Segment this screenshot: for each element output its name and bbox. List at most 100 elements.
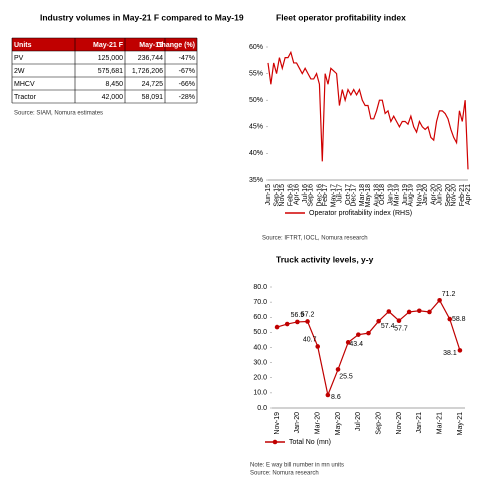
- y-tick-label: 50%: [249, 97, 263, 104]
- y-tick-label: 40.0: [253, 344, 267, 351]
- table-cell: May-19: [139, 42, 163, 49]
- x-tick-label: Mar-20: [315, 412, 322, 434]
- y-tick-label: 40%: [249, 150, 263, 157]
- data-label: 57.2: [301, 311, 315, 318]
- data-point: [406, 309, 412, 315]
- table-cell: 575,681: [98, 68, 123, 75]
- data-point: [325, 392, 331, 398]
- chart-source: Source: IFTRT, IOCL, Nomura research: [262, 236, 368, 242]
- x-tick-label: Nov-20: [451, 184, 458, 207]
- x-tick-label: May-17: [331, 184, 338, 207]
- data-label: 71.2: [442, 291, 456, 298]
- x-tick-label: Sep-20: [376, 412, 383, 435]
- y-tick-label: 70.0: [253, 299, 267, 306]
- table-cell: 58,091: [142, 94, 164, 101]
- x-tick-label: Nov-19: [274, 412, 281, 435]
- data-point: [376, 318, 381, 324]
- y-tick-label: 0.0: [257, 405, 267, 412]
- data-point: [437, 298, 442, 303]
- data-point: [386, 309, 392, 314]
- x-tick-label: Nov-15: [279, 184, 286, 207]
- data-point: [416, 308, 422, 314]
- data-label: 57.7: [394, 326, 408, 333]
- table-cell: Units: [14, 42, 32, 49]
- data-point: [366, 330, 371, 336]
- x-tick-label: Feb-16: [288, 184, 295, 206]
- legend-marker: [272, 439, 278, 445]
- x-tick-label: Jul-17: [336, 184, 343, 203]
- x-tick-label: Dec-17: [351, 184, 358, 207]
- x-tick-label: Jul-20: [355, 412, 362, 431]
- table-cell: -47%: [179, 55, 195, 62]
- x-tick-label: Aug-19: [408, 184, 415, 207]
- legend-label: Total No (mn): [289, 439, 331, 446]
- x-tick-label: Sep-15: [273, 184, 280, 207]
- x-tick-label: Apr-16: [293, 184, 300, 205]
- x-tick-label: Jan-19: [388, 184, 395, 206]
- table-cell: -67%: [179, 68, 195, 75]
- data-label: 40.7: [303, 336, 317, 343]
- x-tick-label: Mar-21: [436, 412, 443, 434]
- legend-label: Operator profitability index (RHS): [309, 210, 412, 217]
- table-cell: MHCV: [14, 81, 35, 88]
- data-label: 25.5: [339, 373, 353, 380]
- x-tick-label: Jan-21: [416, 412, 423, 434]
- y-tick-label: 55%: [249, 70, 263, 77]
- y-tick-label: 35%: [249, 177, 263, 184]
- chart-note: Note: E way bill number in mn units: [250, 463, 344, 469]
- x-tick-label: Apr-21: [465, 184, 472, 205]
- x-tick-label: Jun-19: [402, 184, 409, 206]
- x-tick-label: Jan-20: [294, 412, 301, 434]
- y-tick-label: 50.0: [253, 329, 267, 336]
- y-tick-label: 60.0: [253, 314, 267, 321]
- data-point: [447, 316, 453, 322]
- table-cell: Change (%): [157, 42, 196, 49]
- data-point: [345, 340, 351, 345]
- table-cell: 24,725: [142, 81, 164, 88]
- data-label: 8.6: [331, 394, 341, 401]
- data-point: [427, 309, 432, 315]
- data-label: 56.9: [291, 312, 305, 319]
- table-cell: 1,726,206: [132, 68, 163, 75]
- data-point: [284, 321, 290, 327]
- x-tick-label: Jul-16: [302, 184, 309, 203]
- data-line: [267, 50, 469, 170]
- data-point: [356, 332, 361, 337]
- data-point: [335, 367, 341, 372]
- x-tick-label: Mar-19: [393, 184, 400, 206]
- x-tick-label: Aug-18: [373, 184, 380, 207]
- y-tick-label: 45%: [249, 124, 263, 131]
- data-point: [274, 324, 280, 330]
- table-cell: PV: [14, 55, 24, 62]
- y-tick-label: 20.0: [253, 375, 267, 382]
- chart-source: Source: Nomura research: [250, 471, 319, 477]
- y-tick-label: 10.0: [253, 390, 267, 397]
- table-cell: 236,744: [138, 55, 163, 62]
- table-title: Industry volumes in May-21 F compared to…: [40, 12, 244, 22]
- chart-title: Fleet operator profitability index: [276, 12, 406, 22]
- x-tick-label: Oct-18: [379, 184, 386, 205]
- table-source: Source: SIAM, Nomura estimates: [14, 111, 103, 117]
- x-tick-label: Jan-20: [422, 184, 429, 206]
- x-tick-label: Nov-19: [416, 184, 423, 207]
- x-tick-label: Sep-20: [445, 184, 452, 207]
- data-label: 43.4: [349, 341, 363, 348]
- table-cell: 42,000: [102, 94, 124, 101]
- x-tick-label: Nov-20: [396, 412, 403, 435]
- x-tick-label: Apr-20: [431, 184, 438, 205]
- y-tick-label: 80.0: [253, 284, 267, 291]
- data-point: [305, 319, 310, 324]
- x-tick-label: May-21: [457, 412, 464, 435]
- x-tick-label: May-20: [335, 412, 342, 435]
- table-header-bg: [12, 38, 197, 51]
- data-label: 38.1: [443, 350, 457, 357]
- table-cell: May-21 F: [93, 42, 124, 49]
- y-tick-label: 60%: [249, 44, 263, 51]
- x-tick-label: Sep-16: [308, 184, 315, 207]
- data-point: [315, 344, 321, 349]
- x-tick-label: Mar-18: [359, 184, 366, 206]
- x-tick-label: Feb-17: [322, 184, 329, 206]
- table-cell: -66%: [179, 81, 195, 88]
- data-point: [396, 318, 402, 324]
